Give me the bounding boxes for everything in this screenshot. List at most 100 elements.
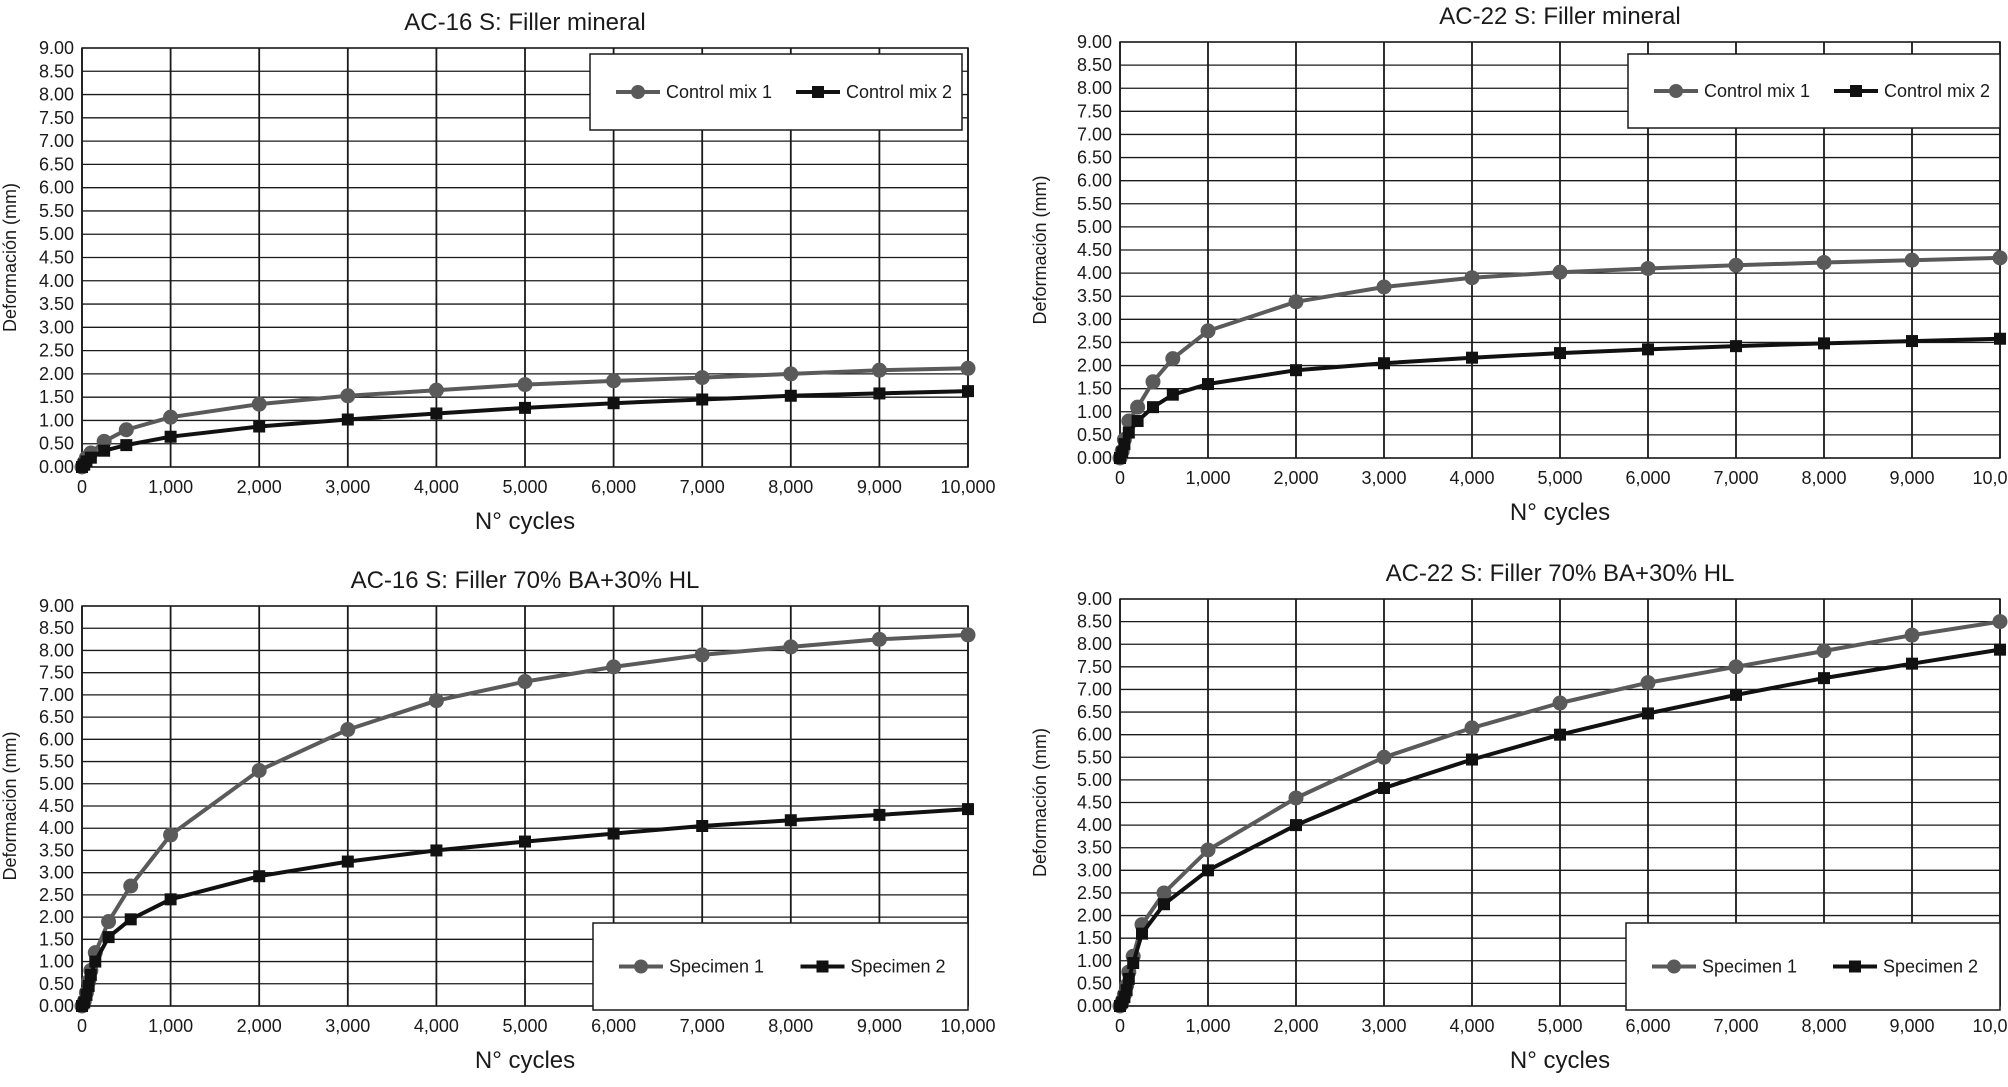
x-tick-label: 7,000 bbox=[680, 1016, 725, 1036]
chart-title: AC-22 S: Filler 70% BA+30% HL bbox=[1386, 560, 1735, 587]
data-point bbox=[1136, 927, 1148, 940]
data-point bbox=[428, 693, 444, 709]
legend-label-2: Specimen 2 bbox=[1883, 957, 1978, 977]
y-tick-label: 4.00 bbox=[1077, 815, 1112, 835]
y-tick-label: 2.00 bbox=[39, 364, 74, 384]
chart-ac22-filler-ba-hl: 0.00 0.501.00 1.502.00 2.50 3.003.50 4.004.50… bbox=[1030, 560, 2008, 1074]
y-tick-label: 0.00 bbox=[39, 457, 74, 477]
x-tick-label: 6,000 bbox=[1625, 468, 1670, 488]
x-tick-label: 1,000 bbox=[148, 477, 193, 497]
y-tick-label: 4.00 bbox=[1077, 263, 1112, 283]
y-tick-label: 6.00 bbox=[39, 178, 74, 198]
data-point bbox=[1290, 819, 1302, 832]
data-point bbox=[1147, 401, 1159, 414]
y-tick-label: 0.00 bbox=[39, 996, 74, 1016]
x-tick-label: 3,000 bbox=[325, 1016, 370, 1036]
data-point bbox=[1816, 643, 1832, 659]
data-point bbox=[89, 955, 102, 968]
y-tick-label: 1.00 bbox=[1077, 402, 1112, 422]
data-point bbox=[873, 808, 886, 821]
y-tick-label: 1.50 bbox=[39, 387, 74, 407]
data-point bbox=[1120, 984, 1133, 997]
y-tick-label: 4.50 bbox=[1077, 793, 1112, 813]
y-tick-label: 7.50 bbox=[39, 108, 74, 128]
x-tick-label: 3,000 bbox=[325, 477, 370, 497]
x-tick-label: 5,000 bbox=[502, 477, 547, 497]
data-point bbox=[164, 893, 177, 906]
data-point bbox=[253, 870, 266, 883]
x-tick-label: 7,000 bbox=[1713, 1016, 1758, 1036]
y-axis-label: Deformación (mm) bbox=[1030, 175, 1050, 324]
x-tick-label: 9,000 bbox=[857, 1016, 902, 1036]
legend-marker-1 bbox=[634, 959, 648, 974]
legend-label-1: Control mix 1 bbox=[1704, 81, 1810, 101]
y-tick-label: 4.50 bbox=[39, 796, 74, 816]
y-tick-label: 6.00 bbox=[1077, 171, 1112, 191]
data-point bbox=[1464, 270, 1480, 286]
data-point bbox=[1730, 688, 1742, 701]
x-tick-label: 2,000 bbox=[1273, 1016, 1318, 1036]
x-tick-label: 9,000 bbox=[1889, 468, 1934, 488]
x-tick-label: 5,000 bbox=[1537, 468, 1582, 488]
chart-ac16-filler-mineral: 0.00 0.50 1.00 1.50 2.00 2.50 3.00 3.50 4.00 4.50… bbox=[0, 9, 996, 535]
x-tick-label: 3,000 bbox=[1361, 1016, 1406, 1036]
data-point bbox=[1994, 332, 2006, 345]
x-tick-label: 5,000 bbox=[1537, 1016, 1582, 1036]
y-tick-label: 5.50 bbox=[39, 752, 74, 772]
y-tick-label: 6.50 bbox=[39, 154, 74, 174]
y-tick-label: 5.00 bbox=[1077, 770, 1112, 790]
data-point bbox=[1906, 335, 1918, 348]
data-point bbox=[430, 407, 443, 420]
data-point bbox=[430, 844, 443, 857]
x-tick-label: 0 bbox=[1115, 1016, 1125, 1036]
x-axis-label: N° cycles bbox=[1510, 499, 1610, 526]
y-tick-label: 8.50 bbox=[1077, 55, 1112, 75]
data-point bbox=[607, 827, 620, 840]
data-point bbox=[871, 362, 887, 378]
x-tick-label: 5,000 bbox=[502, 1016, 547, 1036]
data-point bbox=[341, 413, 354, 426]
data-point bbox=[1131, 415, 1144, 428]
x-tick-label: 2,000 bbox=[237, 477, 282, 497]
y-tick-label: 8.00 bbox=[1077, 78, 1112, 98]
data-point bbox=[1127, 957, 1140, 970]
data-point bbox=[783, 639, 799, 655]
data-point bbox=[1818, 337, 1830, 350]
data-point bbox=[606, 373, 622, 389]
data-point bbox=[517, 674, 533, 690]
x-tick-label: 4,000 bbox=[414, 1016, 459, 1036]
data-point bbox=[1122, 426, 1135, 439]
legend-label-2: Control mix 2 bbox=[846, 82, 952, 102]
data-point bbox=[1642, 343, 1654, 356]
data-point bbox=[163, 409, 179, 425]
data-point bbox=[164, 430, 177, 443]
y-tick-label: 4.00 bbox=[39, 271, 74, 291]
y-tick-label: 3.50 bbox=[39, 294, 74, 314]
x-tick-label: 1,000 bbox=[1185, 1016, 1230, 1036]
data-point bbox=[1904, 627, 1920, 643]
x-tick-label: 0 bbox=[1115, 468, 1125, 488]
legend-marker-2 bbox=[816, 960, 829, 973]
data-point bbox=[1118, 438, 1131, 451]
data-point bbox=[1904, 252, 1920, 268]
x-tick-label: 6,000 bbox=[1625, 1016, 1670, 1036]
data-point bbox=[1640, 675, 1656, 691]
x-tick-label: 10,000 bbox=[1972, 468, 2008, 488]
data-point bbox=[784, 389, 797, 402]
chart-title: AC-22 S: Filler mineral bbox=[1439, 3, 1680, 30]
data-point bbox=[82, 980, 95, 992]
y-axis-label: Deformación (mm) bbox=[0, 183, 20, 332]
x-tick-label: 4,000 bbox=[1449, 1016, 1494, 1036]
x-tick-label: 0 bbox=[77, 477, 87, 497]
data-point bbox=[960, 360, 976, 376]
data-point bbox=[1554, 728, 1566, 741]
y-tick-label: 7.50 bbox=[1077, 657, 1112, 677]
data-point bbox=[84, 968, 97, 981]
chart-title: AC-16 S: Filler 70% BA+30% HL bbox=[351, 567, 700, 594]
y-tick-label: 3.50 bbox=[1077, 286, 1112, 306]
data-point bbox=[1642, 707, 1654, 720]
legend-marker-2 bbox=[1849, 960, 1861, 973]
y-tick-label: 9.00 bbox=[1077, 589, 1112, 609]
y-tick-label: 0.50 bbox=[39, 434, 74, 454]
data-point bbox=[1156, 885, 1172, 901]
